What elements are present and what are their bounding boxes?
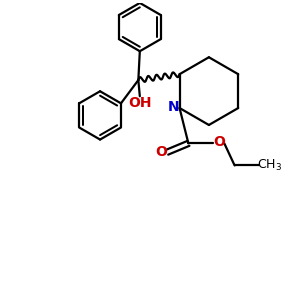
Text: OH: OH bbox=[128, 96, 152, 110]
Text: O: O bbox=[155, 145, 167, 159]
Text: CH$_3$: CH$_3$ bbox=[257, 158, 283, 173]
Text: O: O bbox=[213, 135, 225, 148]
Text: N: N bbox=[167, 100, 179, 114]
